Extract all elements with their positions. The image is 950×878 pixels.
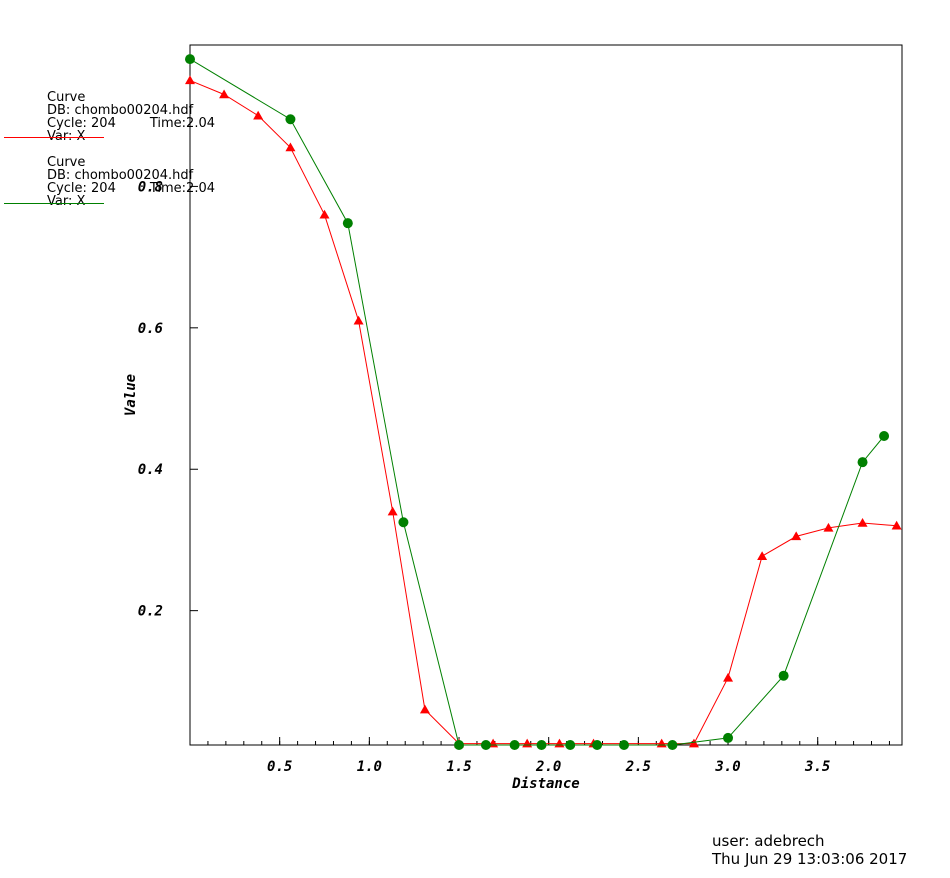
series-1-point: [253, 110, 264, 120]
series-2-point: [536, 740, 547, 750]
user-name: user: adebrech: [712, 832, 825, 850]
series-2-point: [778, 670, 789, 681]
x-tick-label: 1.0: [357, 759, 382, 775]
series-layer: [185, 54, 902, 750]
series-1-point: [891, 520, 902, 530]
series-1-point: [387, 506, 398, 516]
series-2-point: [480, 740, 491, 750]
y-axis-label: Value: [123, 374, 139, 416]
series-1-point: [419, 704, 430, 714]
series-1-point: [185, 75, 195, 85]
series-2-point: [879, 431, 890, 442]
series-2-point: [342, 218, 353, 229]
y-tick-label: 0.4: [138, 462, 163, 478]
series-2-point: [398, 517, 409, 528]
x-axis: 0.5 1.0 1.5 2.0 2.5 3.0 3.5: [267, 737, 830, 775]
legend-title: Curve: [47, 90, 86, 105]
series-1-point: [823, 522, 834, 532]
legend-db: DB: chombo00204.hdf: [47, 168, 194, 183]
legend-time: Time:2.04: [149, 181, 215, 196]
legend-db: DB: chombo00204.hdf: [47, 103, 194, 118]
series-1-point: [688, 738, 699, 748]
legend-var: Var: X: [47, 129, 86, 144]
series-1-point: [791, 531, 802, 541]
y-tick-label: 0.2: [138, 604, 163, 620]
series-2-point: [565, 740, 576, 750]
legend-line-red: [4, 137, 104, 138]
plot-frame: [189, 44, 903, 746]
series-2-point: [857, 457, 868, 468]
series-2-point: [509, 740, 520, 750]
y-axis: 0.2 0.4 0.6 0.8: [138, 179, 198, 620]
series-1-point: [353, 315, 364, 325]
series-1-point: [319, 209, 330, 219]
legend-cycle: Cycle: 204: [47, 116, 116, 131]
legend-var: Var: X: [47, 194, 86, 209]
user-info: user: adebrech Thu Jun 29 13:03:06 2017: [712, 832, 907, 868]
y-tick-label: 0.6: [138, 321, 163, 337]
legend-cycle: Cycle: 204: [47, 181, 116, 196]
timestamp: Thu Jun 29 13:03:06 2017: [712, 850, 908, 868]
legend-title: Curve: [47, 155, 86, 170]
legend-entry-1: Curve DB: chombo00204.hdf Cycle: 204 Time…: [47, 91, 215, 143]
x-tick-label: 3.0: [714, 759, 740, 775]
x-tick-label: 0.5: [267, 759, 292, 775]
series-2-point: [723, 732, 734, 743]
series-2-point: [454, 740, 465, 750]
series-1-point: [219, 89, 230, 99]
legend-line-green: [4, 203, 104, 204]
legend-entry-2: Curve DB: chombo00204.hdf Cycle: 204 Time…: [47, 156, 215, 208]
series-2-point: [592, 740, 603, 750]
series-2-point: [619, 740, 630, 750]
series-1-point: [857, 517, 868, 527]
series-2-point: [285, 114, 296, 125]
x-axis-label: Distance: [511, 776, 579, 792]
x-tick-label: 1.5: [446, 759, 471, 775]
x-tick-label: 2.5: [625, 759, 651, 775]
legend-time: Time:2.04: [149, 116, 215, 131]
x-tick-label: 2.0: [535, 759, 561, 775]
series-2-point: [185, 54, 195, 65]
series-1-point: [723, 672, 734, 682]
series-1-point: [757, 551, 768, 560]
x-tick-label: 3.5: [804, 759, 830, 775]
y-tick-label: 0.8: [138, 179, 163, 195]
series-line-2: [189, 58, 885, 746]
series-1-point: [285, 142, 296, 152]
series-2-point: [667, 740, 678, 750]
